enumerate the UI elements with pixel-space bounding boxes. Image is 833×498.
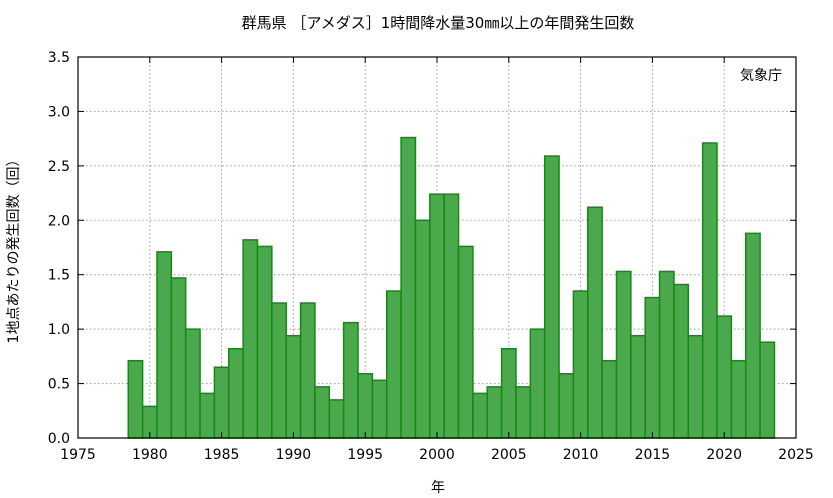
bar-1996 (371, 379, 388, 439)
x-tick-label: 2020 (706, 447, 742, 463)
bar-1990 (285, 334, 302, 439)
bar-1981 (156, 251, 173, 439)
y-tick-label: 3.0 (48, 104, 70, 120)
bar-1983 (184, 328, 201, 439)
bar-2013 (615, 270, 632, 439)
bar-2014 (630, 334, 646, 439)
x-tick-label: 1985 (204, 447, 240, 463)
bar-2021 (730, 359, 747, 439)
bar-1993 (328, 399, 345, 439)
bar-1988 (256, 245, 273, 439)
bar-1992 (314, 386, 331, 439)
bar-1994 (342, 321, 359, 439)
bar-2000 (429, 193, 445, 439)
bar-1982 (170, 277, 187, 439)
bar-2017 (673, 283, 690, 439)
axis-ticks: 0.0 0.5 1.0 1.5 2.0 2.5 3.0 3.5 1975 1980 1985 1990… (48, 50, 814, 463)
bar-2005 (500, 347, 517, 439)
x-tick-label: 1975 (60, 447, 96, 463)
x-tick-label: 1990 (276, 447, 312, 463)
bar-2008 (543, 155, 560, 439)
bar-1997 (385, 290, 402, 439)
bar-2012 (601, 359, 618, 439)
x-tick-label: 2015 (635, 447, 671, 463)
source-note: 気象庁 (740, 68, 782, 84)
bar-2015 (644, 296, 661, 439)
bar-2004 (486, 386, 503, 439)
x-tick-label: 1995 (347, 447, 383, 463)
x-tick-label: 2005 (491, 447, 527, 463)
y-tick-label: 3.5 (48, 50, 70, 66)
y-tick-label: 2.0 (48, 213, 70, 229)
bar-1999 (414, 219, 431, 439)
y-tick-label: 0.5 (48, 377, 70, 393)
bar-2001 (443, 193, 460, 439)
bar-2009 (558, 373, 575, 439)
y-tick-label: 2.5 (48, 159, 70, 175)
bars (127, 136, 776, 439)
chart-title: 群馬県 ［アメダス］1時間降水量30㎜以上の年間発生回数 (242, 14, 635, 32)
bar-1979 (127, 359, 144, 439)
y-tick-label: 0.0 (48, 431, 70, 447)
bar-1995 (357, 373, 374, 439)
bar-1985 (213, 366, 230, 439)
bar-1984 (199, 392, 216, 439)
bar-2016 (658, 270, 675, 439)
x-axis-label: 年 (431, 480, 445, 496)
y-tick-label: 1.0 (48, 322, 70, 338)
bar-2019 (701, 142, 718, 439)
bar-1986 (228, 347, 244, 439)
bar-2023 (759, 341, 776, 439)
x-tick-label: 2025 (778, 447, 814, 463)
x-tick-label: 1980 (132, 447, 168, 463)
bar-2002 (457, 245, 474, 439)
bar-2022 (744, 232, 761, 439)
y-tick-label: 1.5 (48, 268, 70, 284)
bar-2007 (529, 328, 546, 439)
bar-2010 (572, 290, 589, 439)
bar-1989 (271, 302, 287, 439)
bar-2006 (515, 386, 532, 439)
bar-1998 (400, 136, 417, 439)
x-tick-label: 2010 (563, 447, 599, 463)
bar-1991 (299, 302, 316, 439)
y-axis-label: 1地点あたりの発生回数（回） (6, 153, 22, 344)
bar-2011 (587, 206, 603, 439)
bar-2003 (472, 392, 489, 439)
bar-2018 (687, 334, 704, 439)
bar-1987 (242, 239, 259, 439)
bar-2020 (716, 315, 733, 439)
x-tick-label: 2000 (419, 447, 455, 463)
